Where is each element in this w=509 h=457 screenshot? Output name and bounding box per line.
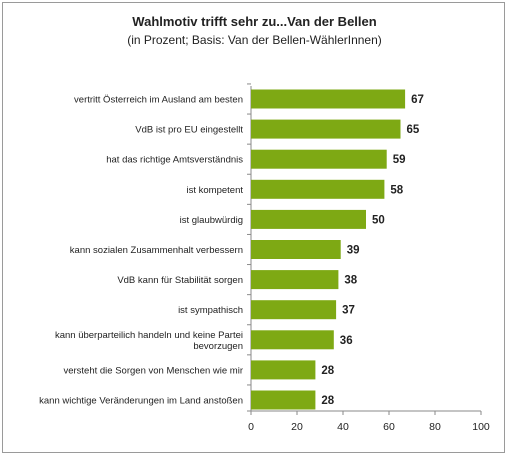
category-label: ist glaubwürdig xyxy=(180,215,243,226)
chart-subtitle: (in Prozent; Basis: Van der Bellen-Wähle… xyxy=(127,33,382,47)
category-label-line: ist kompetent xyxy=(187,185,244,196)
data-label: 28 xyxy=(321,365,334,377)
data-label: 58 xyxy=(390,184,403,196)
category-label-line: hat das richtige Amtsverständnis xyxy=(106,155,243,166)
category-label-line: kann wichtige Veränderungen im Land anst… xyxy=(39,396,243,407)
category-label-line: ist sympathisch xyxy=(178,305,243,316)
category-label-line: vertritt Österreich im Ausland am besten xyxy=(74,95,243,106)
category-label: versteht die Sorgen von Menschen wie mir xyxy=(63,365,243,376)
category-label: kann wichtige Veränderungen im Land anst… xyxy=(39,396,243,407)
x-tick-label: 0 xyxy=(248,421,254,433)
data-label: 28 xyxy=(321,395,334,407)
category-label-line: kann überparteilich handeln und keine Pa… xyxy=(55,330,243,341)
x-tick-label: 60 xyxy=(383,421,395,433)
bar xyxy=(251,300,337,320)
category-label: ist sympathisch xyxy=(178,305,243,316)
data-label: 67 xyxy=(411,94,424,106)
bar xyxy=(251,119,401,139)
category-label-line: versteht die Sorgen von Menschen wie mir xyxy=(63,365,243,376)
x-tick-label: 100 xyxy=(472,421,490,433)
data-label: 37 xyxy=(342,305,355,317)
bar xyxy=(251,330,334,350)
category-label: hat das richtige Amtsverständnis xyxy=(106,155,243,166)
category-label: vertritt Österreich im Ausland am besten xyxy=(74,95,243,106)
x-tick-label: 20 xyxy=(291,421,303,433)
bar xyxy=(251,149,387,169)
category-label-line: kann sozialen Zusammenhalt verbessern xyxy=(70,245,243,256)
bar xyxy=(251,270,339,290)
data-label: 39 xyxy=(347,245,360,257)
x-tick-label: 40 xyxy=(337,421,349,433)
category-label-line: bevorzugen xyxy=(193,341,243,352)
category-label-line: VdB ist pro EU eingestellt xyxy=(135,125,243,136)
data-label: 36 xyxy=(340,335,353,347)
bar xyxy=(251,179,385,199)
category-label: kann überparteilich handeln und keine Pa… xyxy=(55,330,243,352)
x-tick-label: 80 xyxy=(429,421,441,433)
data-label: 50 xyxy=(372,214,385,226)
category-label: kann sozialen Zusammenhalt verbessern xyxy=(70,245,243,256)
chart-title: Wahlmotiv trifft sehr zu...Van der Belle… xyxy=(132,14,377,29)
bar xyxy=(251,89,406,109)
category-label: VdB kann für Stabilität sorgen xyxy=(117,275,243,286)
category-label-line: ist glaubwürdig xyxy=(180,215,243,226)
data-label: 59 xyxy=(393,154,406,166)
bar xyxy=(251,390,316,410)
bar xyxy=(251,360,316,380)
category-label-line: VdB kann für Stabilität sorgen xyxy=(117,275,243,286)
category-label: ist kompetent xyxy=(187,185,244,196)
data-label: 38 xyxy=(344,275,357,287)
bar xyxy=(251,240,341,259)
category-label: VdB ist pro EU eingestellt xyxy=(135,125,243,136)
bar xyxy=(251,209,366,229)
data-label: 65 xyxy=(407,124,420,136)
